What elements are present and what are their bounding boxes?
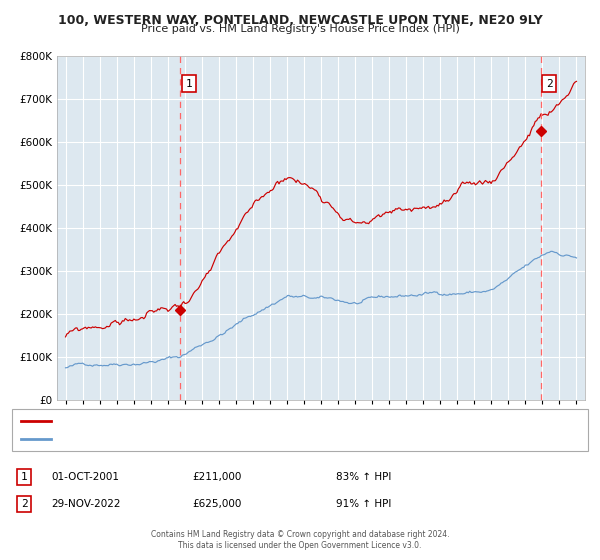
Text: £211,000: £211,000 [192, 472, 241, 482]
Text: £625,000: £625,000 [192, 499, 241, 509]
Text: 83% ↑ HPI: 83% ↑ HPI [336, 472, 391, 482]
Text: Contains HM Land Registry data © Crown copyright and database right 2024.: Contains HM Land Registry data © Crown c… [151, 530, 449, 539]
Text: HPI: Average price, detached house, Northumberland: HPI: Average price, detached house, Nort… [57, 435, 299, 444]
Text: 100, WESTERN WAY, PONTELAND, NEWCASTLE UPON TYNE, NE20 9LY: 100, WESTERN WAY, PONTELAND, NEWCASTLE U… [58, 14, 542, 27]
Text: 1: 1 [185, 78, 193, 88]
Text: 29-NOV-2022: 29-NOV-2022 [51, 499, 121, 509]
Text: 01-OCT-2001: 01-OCT-2001 [51, 472, 119, 482]
Text: 2: 2 [20, 499, 28, 509]
Text: 1: 1 [20, 472, 28, 482]
Text: 91% ↑ HPI: 91% ↑ HPI [336, 499, 391, 509]
Text: Price paid vs. HM Land Registry's House Price Index (HPI): Price paid vs. HM Land Registry's House … [140, 24, 460, 34]
Text: 2: 2 [546, 78, 553, 88]
Text: 100, WESTERN WAY, PONTELAND, NEWCASTLE UPON TYNE, NE20 9LY (detached house): 100, WESTERN WAY, PONTELAND, NEWCASTLE U… [57, 416, 452, 425]
Text: This data is licensed under the Open Government Licence v3.0.: This data is licensed under the Open Gov… [178, 541, 422, 550]
